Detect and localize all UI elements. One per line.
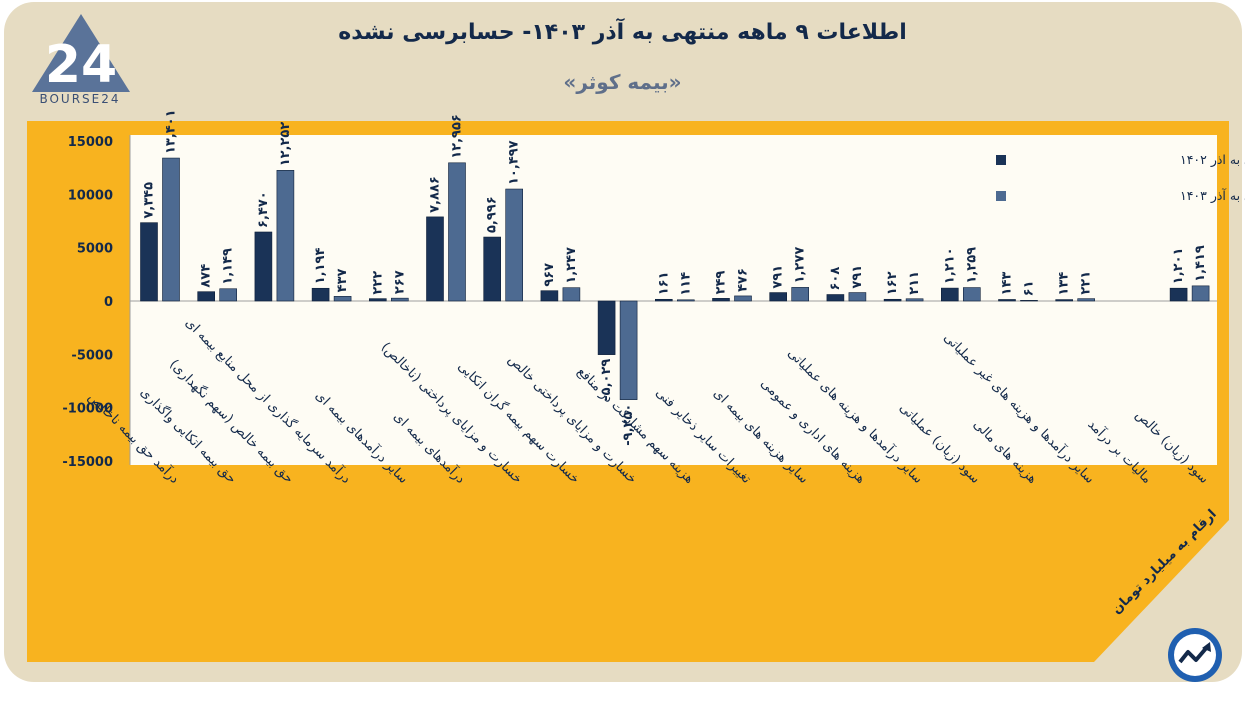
data-label: ۴۷۶	[736, 268, 751, 292]
y-tick-label: 0	[104, 295, 113, 310]
bar	[368, 298, 387, 302]
data-label: ۱,۲۷۷	[793, 247, 808, 284]
bar	[998, 299, 1016, 302]
data-label: ۲۲۱	[1079, 271, 1094, 295]
data-label: ۱,۲۰۱	[1171, 248, 1186, 285]
bar	[505, 188, 524, 302]
legend-label-1403: عملکرد منتهی به آذر ۱۴۰۳	[1180, 188, 1245, 204]
bar	[426, 216, 444, 302]
data-label: ۶۱	[1022, 280, 1037, 296]
data-label: ۱۶۱	[656, 271, 671, 295]
bar	[619, 300, 638, 400]
legend-swatch-1403	[996, 191, 1006, 201]
value-labels: ۷,۳۴۵ ۱۳,۴۰۱ ۸۷۴ ۱,۱۴۹ ۶,۴۷۰ ۱۲,۲۵۲ ۱,۱۹۴ ۴۳۷ ۲۲…	[142, 109, 1209, 445]
bar	[769, 292, 788, 302]
chart-title: اطلاعات ۹ ماهه منتهی به آذر ۱۴۰۳- حسابرس…	[338, 20, 907, 45]
data-label: ۱۳,۴۰۱	[164, 109, 179, 154]
data-label: ۷,۸۸۶	[428, 176, 443, 213]
y-tick-label: -10000	[62, 402, 113, 417]
data-label: ۱۴۳	[1000, 272, 1015, 296]
bar	[276, 170, 295, 302]
data-label: ۱۳۴	[1057, 272, 1072, 296]
data-label: ۶۰۸	[828, 267, 843, 291]
data-label: -۵,۰۲۹	[599, 359, 614, 401]
data-label: ۷,۳۴۵	[142, 182, 157, 219]
bar	[905, 298, 924, 302]
legend-swatch-1402	[996, 155, 1006, 165]
data-label: ۱۰,۴۹۷	[507, 140, 522, 185]
bar	[962, 287, 981, 302]
data-label: ۷۹۱	[850, 265, 865, 289]
data-label: ۱,۲۱۰	[942, 247, 957, 284]
data-label: ۹۶۷	[542, 263, 557, 287]
bar	[219, 288, 237, 302]
legend-label-1402: عملکرد منتهی به اذر ۱۴۰۲	[1180, 152, 1245, 168]
bar	[540, 290, 559, 302]
data-label: ۸۷۴	[199, 264, 214, 288]
plot-area	[130, 135, 1217, 465]
data-label: ۱,۲۴۷	[564, 247, 579, 284]
legend: عملکرد منتهی به اذر ۱۴۰۲ عملکرد منتهی به…	[996, 152, 1245, 204]
bar	[597, 300, 616, 355]
y-tick-label: -5000	[71, 348, 113, 363]
data-label: ۲۲۲	[370, 271, 385, 295]
bar	[162, 157, 180, 302]
bar	[140, 222, 158, 302]
svg-text:24: 24	[45, 35, 117, 95]
data-label: ۱۲,۲۵۲	[278, 122, 293, 167]
bar	[562, 287, 581, 302]
data-label: ۱۱۴	[678, 272, 693, 296]
bars	[140, 157, 1210, 400]
data-label: ۱,۱۹۴	[313, 248, 328, 285]
y-tick-label: 15000	[68, 135, 113, 150]
data-label: ۱,۲۵۹	[964, 247, 979, 284]
bar	[1055, 299, 1073, 302]
bar	[791, 287, 810, 302]
bar	[1077, 298, 1095, 302]
data-label: ۱,۴۱۹	[1193, 245, 1208, 282]
bar	[734, 295, 752, 302]
bar	[1169, 287, 1188, 302]
y-tick-label: 10000	[68, 188, 113, 203]
bar	[311, 287, 330, 302]
bar	[848, 292, 867, 302]
bar	[940, 287, 959, 302]
bar	[883, 298, 902, 302]
data-label: ۲۴۹	[714, 270, 729, 294]
data-label: ۱۶۲	[885, 271, 900, 295]
data-label: ۵,۹۹۶	[485, 196, 500, 233]
data-label: ۴۳۷	[335, 268, 350, 292]
y-axis: 15000 10000 5000 0 -5000 -10000 -15000	[62, 135, 1217, 470]
bar	[712, 298, 730, 302]
bar	[254, 231, 273, 302]
data-label: ۱۲,۹۵۶	[450, 114, 465, 159]
bar	[333, 296, 352, 302]
data-label: -۹,۲۵۰	[621, 404, 636, 446]
chart-subtitle: «بیمه کوثر»	[563, 70, 682, 94]
bar	[1020, 300, 1038, 302]
bar	[676, 299, 695, 302]
bar	[197, 291, 215, 302]
y-tick-label: 5000	[77, 242, 113, 257]
y-tick-label: -15000	[62, 455, 113, 470]
bar	[483, 236, 502, 302]
bourse24-logo-icon: 24	[32, 14, 130, 95]
data-label: ۱,۱۴۹	[221, 248, 236, 285]
bar	[654, 298, 673, 302]
bar	[448, 162, 466, 302]
bar	[826, 294, 845, 302]
data-label: ۲۶۷	[392, 270, 407, 294]
trend-up-icon	[1168, 628, 1222, 682]
bar	[390, 297, 409, 302]
logo-text: BOURSE24	[39, 92, 121, 106]
data-label: ۲۱۱	[907, 271, 922, 295]
data-label: ۷۹۱	[771, 265, 786, 289]
data-label: ۶,۴۷۰	[256, 191, 271, 228]
bar	[1191, 285, 1210, 302]
